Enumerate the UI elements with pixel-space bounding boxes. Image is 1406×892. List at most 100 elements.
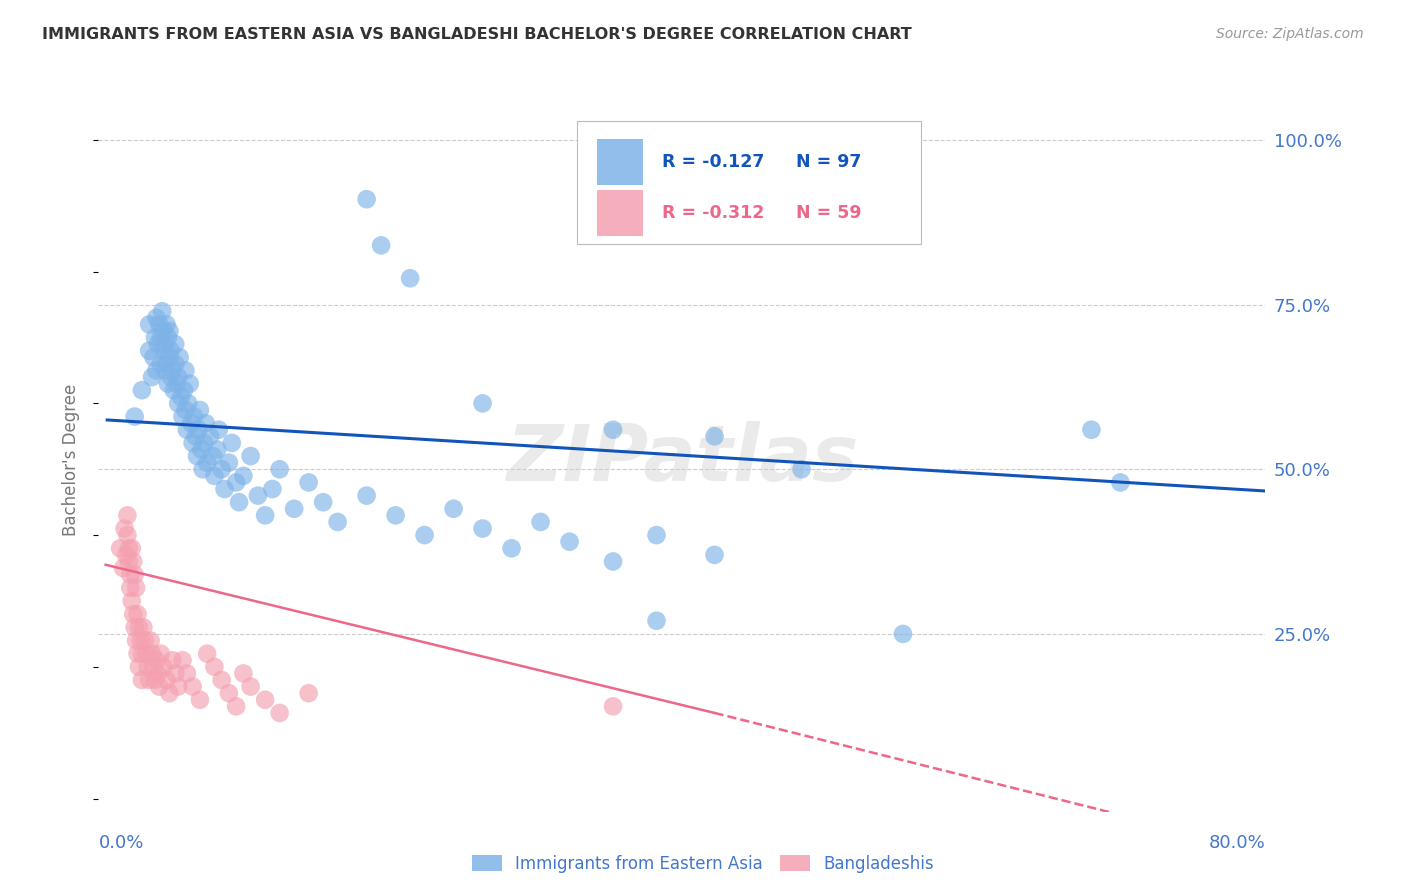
Text: R = -0.127: R = -0.127 [662,153,765,171]
Point [208,423,231,437]
Point [145,310,167,325]
Point [211,673,233,687]
Point [177,396,200,410]
Point [169,351,191,365]
Point [148,318,170,332]
Point [155,673,177,687]
Text: N = 97: N = 97 [796,153,862,171]
Point [146,666,169,681]
Point [163,383,186,397]
Text: 0.0%: 0.0% [98,834,143,852]
Point [186,449,208,463]
Point [155,318,177,332]
Point [142,351,165,365]
Point [125,581,148,595]
Point [703,429,725,443]
Point [195,647,218,661]
Point [443,501,465,516]
Point [166,376,188,391]
Point [165,357,187,371]
Point [129,633,152,648]
Point [187,423,209,437]
Legend: Immigrants from Eastern Asia, Bangladeshis: Immigrants from Eastern Asia, Bangladesh… [465,848,941,880]
Point [326,515,349,529]
Point [135,647,157,661]
Point [262,482,284,496]
Point [356,192,378,206]
Point [645,528,668,542]
Point [117,528,139,542]
Point [246,489,269,503]
Point [165,666,187,681]
Point [121,541,143,556]
Point [143,673,166,687]
Point [160,370,183,384]
Point [128,660,150,674]
Point [167,370,190,384]
Point [221,436,243,450]
Point [356,489,378,503]
Point [141,647,163,661]
Point [471,522,494,536]
Point [254,508,277,523]
Point [127,647,149,661]
Point [121,594,143,608]
Point [602,699,624,714]
Point [167,396,190,410]
Point [312,495,335,509]
Point [176,423,198,437]
Point [152,343,174,358]
Point [218,456,240,470]
Point [152,324,174,338]
Point [1109,475,1132,490]
Y-axis label: Bachelor's Degree: Bachelor's Degree [62,384,80,535]
Point [183,409,205,424]
Point [146,337,169,351]
Point [790,462,813,476]
Point [139,633,162,648]
Point [602,554,624,568]
Point [114,522,136,536]
Point [149,357,172,371]
Point [172,409,194,424]
Bar [596,139,644,185]
Point [179,376,201,391]
Point [156,376,179,391]
Point [138,343,160,358]
Point [118,554,141,568]
Point [239,449,262,463]
Point [127,607,149,622]
Point [159,686,181,700]
Point [162,653,184,667]
Point [120,581,142,595]
Text: Source: ZipAtlas.com: Source: ZipAtlas.com [1216,27,1364,41]
Point [159,351,181,365]
Point [239,680,262,694]
Point [141,370,163,384]
Point [188,403,211,417]
Point [529,515,551,529]
Point [228,495,250,509]
Text: 80.0%: 80.0% [1209,834,1265,852]
Point [225,699,247,714]
Point [211,462,233,476]
Point [155,357,177,371]
Point [645,614,668,628]
Point [131,647,153,661]
Point [172,653,194,667]
Point [131,673,153,687]
Point [298,475,321,490]
Point [134,633,156,648]
Point [501,541,523,556]
Point [269,462,291,476]
Point [125,633,148,648]
Point [1080,423,1102,437]
Point [117,508,139,523]
Text: R = -0.312: R = -0.312 [662,204,765,222]
Bar [596,190,644,235]
Point [118,541,141,556]
Point [190,442,212,457]
Point [254,692,277,706]
Point [138,318,160,332]
Point [131,383,153,397]
